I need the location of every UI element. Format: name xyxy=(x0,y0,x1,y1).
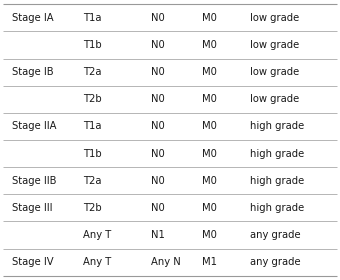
Text: M0: M0 xyxy=(202,40,217,50)
Text: N0: N0 xyxy=(151,67,165,77)
Text: any grade: any grade xyxy=(250,230,301,240)
Text: Any T: Any T xyxy=(83,230,112,240)
Text: M0: M0 xyxy=(202,67,217,77)
Text: M0: M0 xyxy=(202,203,217,213)
Text: high grade: high grade xyxy=(250,149,304,158)
Text: high grade: high grade xyxy=(250,203,304,213)
Text: high grade: high grade xyxy=(250,122,304,131)
Text: N0: N0 xyxy=(151,13,165,23)
Text: T1b: T1b xyxy=(83,149,102,158)
Text: M0: M0 xyxy=(202,149,217,158)
Text: T2b: T2b xyxy=(83,203,102,213)
Text: Stage IIB: Stage IIB xyxy=(12,176,56,186)
Text: N0: N0 xyxy=(151,176,165,186)
Text: low grade: low grade xyxy=(250,13,299,23)
Text: M1: M1 xyxy=(202,257,217,267)
Text: M0: M0 xyxy=(202,230,217,240)
Text: Stage IV: Stage IV xyxy=(12,257,53,267)
Text: T2b: T2b xyxy=(83,94,102,104)
Text: T2a: T2a xyxy=(83,67,102,77)
Text: low grade: low grade xyxy=(250,40,299,50)
Text: high grade: high grade xyxy=(250,176,304,186)
Text: M0: M0 xyxy=(202,94,217,104)
Text: N0: N0 xyxy=(151,122,165,131)
Text: N0: N0 xyxy=(151,94,165,104)
Text: T2a: T2a xyxy=(83,176,102,186)
Text: N1: N1 xyxy=(151,230,165,240)
Text: low grade: low grade xyxy=(250,94,299,104)
Text: Any N: Any N xyxy=(151,257,181,267)
Text: N0: N0 xyxy=(151,149,165,158)
Text: low grade: low grade xyxy=(250,67,299,77)
Text: Stage III: Stage III xyxy=(12,203,52,213)
Text: T1b: T1b xyxy=(83,40,102,50)
Text: Stage IA: Stage IA xyxy=(12,13,53,23)
Text: T1a: T1a xyxy=(83,122,102,131)
Text: Stage IB: Stage IB xyxy=(12,67,53,77)
Text: any grade: any grade xyxy=(250,257,301,267)
Text: M0: M0 xyxy=(202,13,217,23)
Text: Any T: Any T xyxy=(83,257,112,267)
Text: M0: M0 xyxy=(202,122,217,131)
Text: M0: M0 xyxy=(202,176,217,186)
Text: N0: N0 xyxy=(151,40,165,50)
Text: Stage IIA: Stage IIA xyxy=(12,122,56,131)
Text: T1a: T1a xyxy=(83,13,102,23)
Text: N0: N0 xyxy=(151,203,165,213)
